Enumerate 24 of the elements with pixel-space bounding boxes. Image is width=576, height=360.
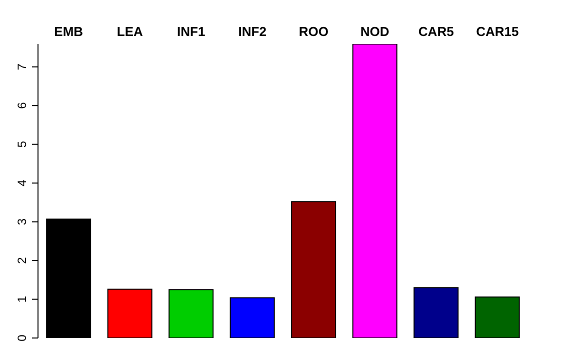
x-tick-label: CAR5 (418, 24, 454, 39)
x-tick-label: INF1 (177, 24, 206, 39)
bar (107, 288, 152, 338)
x-tick-label: LEA (116, 24, 144, 39)
bar (168, 289, 214, 338)
y-tick-label: 4 (15, 179, 29, 186)
y-tick-label: 3 (15, 218, 29, 226)
y-tick-label: 0 (15, 334, 29, 342)
y-tick-label: 5 (15, 140, 29, 148)
y-tick-label: 7 (15, 63, 29, 70)
bar (414, 287, 459, 338)
x-tick-label: INF2 (238, 24, 266, 39)
bar (352, 44, 398, 338)
y-tick-label: 6 (15, 102, 29, 109)
bar (46, 218, 92, 338)
bar (230, 297, 275, 338)
bar (291, 201, 336, 338)
y-tick-label: 2 (15, 256, 29, 264)
x-tick-label: EMB (54, 24, 84, 39)
x-tick-label: NOD (360, 24, 390, 39)
x-tick-label: ROO (298, 24, 328, 39)
bar (474, 296, 520, 338)
x-tick-label: CAR15 (476, 24, 519, 39)
y-tick-label: 1 (15, 296, 29, 303)
